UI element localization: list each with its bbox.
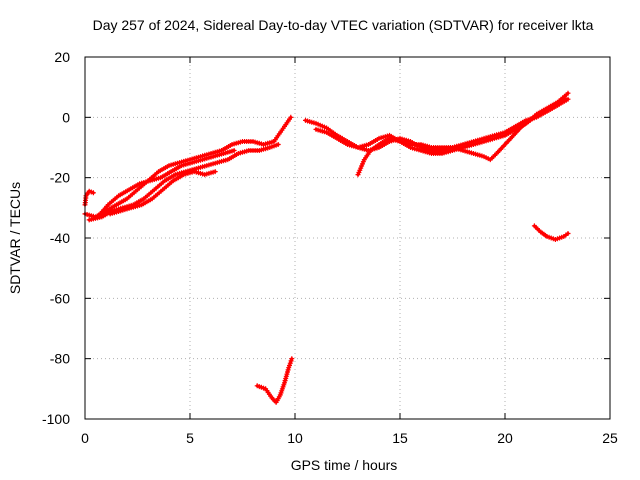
x-tick-label: 5 bbox=[186, 430, 194, 446]
chart-title: Day 257 of 2024, Sidereal Day-to-day VTE… bbox=[93, 17, 594, 33]
series-point-markers bbox=[95, 148, 237, 220]
series-point-markers bbox=[82, 114, 294, 220]
grid-lines bbox=[85, 57, 610, 419]
series-arc-f bbox=[303, 96, 571, 153]
series-arc-b bbox=[86, 142, 281, 223]
x-tick-label: 10 bbox=[287, 430, 303, 446]
series-point-markers bbox=[254, 356, 295, 405]
y-axis-label: SDTVAR / TECUs bbox=[7, 182, 23, 294]
series-arc-j bbox=[254, 356, 295, 405]
axis-ticks: -100 -80 -60 -40 -20 0 20 0 5 10 15 20 25 bbox=[42, 49, 618, 446]
series-arc-i bbox=[531, 223, 571, 242]
data-series bbox=[82, 90, 571, 405]
y-tick-label: -20 bbox=[50, 170, 70, 186]
y-tick-label: 20 bbox=[54, 49, 70, 65]
y-tick-label: -80 bbox=[50, 351, 70, 367]
series-point-markers bbox=[303, 96, 571, 153]
series-arc-a bbox=[82, 114, 294, 220]
x-tick-label: 15 bbox=[392, 430, 408, 446]
series-arc-c bbox=[107, 169, 218, 217]
series-arc-h bbox=[355, 96, 569, 178]
y-tick-label: -100 bbox=[42, 411, 70, 427]
series-point-markers bbox=[86, 142, 281, 223]
y-tick-label: -40 bbox=[50, 230, 70, 246]
series-line bbox=[83, 115, 293, 219]
x-tick-label: 25 bbox=[602, 430, 618, 446]
y-tick-label: -60 bbox=[50, 290, 70, 306]
x-tick-label: 0 bbox=[81, 430, 89, 446]
series-point-markers bbox=[355, 96, 569, 178]
series-arc-e bbox=[95, 148, 237, 220]
series-point-markers bbox=[107, 169, 218, 217]
x-axis-label: GPS time / hours bbox=[291, 457, 398, 473]
y-tick-label: 0 bbox=[62, 109, 70, 125]
x-tick-label: 20 bbox=[497, 430, 513, 446]
series-point-markers bbox=[531, 223, 571, 242]
plot-frame bbox=[84, 56, 611, 420]
